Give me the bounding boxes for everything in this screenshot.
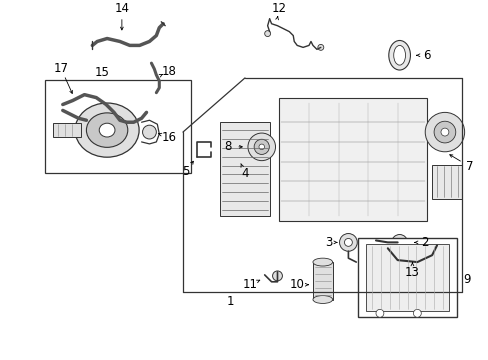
Circle shape: [387, 243, 397, 253]
Circle shape: [317, 44, 323, 50]
Text: 12: 12: [271, 3, 286, 15]
Text: 4: 4: [241, 167, 248, 180]
Text: 17: 17: [53, 62, 68, 75]
Bar: [45, 80, 190, 174]
Circle shape: [425, 112, 464, 152]
Bar: [279, 98, 427, 221]
Text: 10: 10: [289, 278, 304, 291]
Ellipse shape: [75, 103, 139, 157]
Circle shape: [247, 133, 275, 161]
Text: 14: 14: [114, 3, 129, 15]
Circle shape: [412, 309, 421, 317]
Text: 3: 3: [325, 236, 332, 249]
Text: 6: 6: [423, 49, 430, 62]
Circle shape: [58, 103, 67, 112]
Circle shape: [142, 105, 151, 115]
Text: 9: 9: [462, 273, 469, 286]
Bar: [431, 165, 461, 199]
Ellipse shape: [99, 123, 115, 137]
Circle shape: [433, 121, 455, 143]
Text: 2: 2: [421, 236, 428, 249]
Circle shape: [440, 128, 448, 136]
Ellipse shape: [388, 40, 409, 70]
Circle shape: [259, 144, 264, 150]
Text: 16: 16: [162, 131, 176, 144]
Ellipse shape: [312, 258, 332, 266]
Circle shape: [339, 234, 357, 251]
Text: 13: 13: [404, 266, 419, 279]
Ellipse shape: [393, 45, 405, 65]
Circle shape: [375, 309, 383, 317]
Circle shape: [264, 31, 270, 37]
Text: 8: 8: [224, 140, 231, 153]
Text: 15: 15: [95, 67, 109, 80]
Text: 18: 18: [162, 64, 176, 77]
Ellipse shape: [86, 113, 127, 147]
Text: 11: 11: [242, 278, 257, 291]
Bar: [220, 122, 269, 216]
Bar: [366, 244, 448, 311]
Bar: [53, 123, 81, 137]
Circle shape: [391, 234, 407, 250]
Circle shape: [82, 115, 92, 125]
Circle shape: [395, 238, 403, 246]
Circle shape: [344, 238, 352, 246]
Circle shape: [142, 125, 156, 139]
Text: 1: 1: [226, 295, 233, 308]
Text: 5: 5: [182, 165, 189, 178]
Bar: [358, 238, 456, 317]
Text: 7: 7: [465, 160, 472, 173]
Circle shape: [272, 271, 282, 281]
Circle shape: [254, 139, 269, 154]
Ellipse shape: [312, 296, 332, 303]
Bar: [312, 262, 332, 300]
